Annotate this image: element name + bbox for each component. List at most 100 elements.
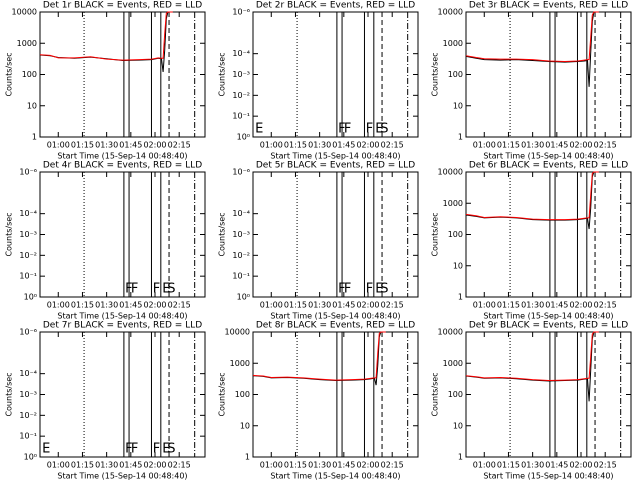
- x-tick-label: 01:15: [284, 461, 307, 470]
- y-tick-label: 10⁻¹: [19, 432, 37, 441]
- y-axis-label: Counts/sec: [218, 212, 227, 256]
- y-tick-label: 10⁻¹: [232, 112, 250, 121]
- annotation: S: [380, 282, 388, 297]
- annotation: E: [162, 442, 170, 457]
- x-tick-label: 01:30: [308, 461, 331, 470]
- chart-title: Det 1r BLACK = Events, RED = LLD: [43, 1, 202, 11]
- y-axis-label: Counts/sec: [431, 372, 440, 416]
- plot-frame: [39, 331, 206, 458]
- x-tick-label: 02:00: [356, 141, 379, 150]
- annotation: S: [167, 282, 175, 297]
- x-tick-label: 02:15: [381, 461, 404, 470]
- annotation: F: [338, 122, 345, 137]
- y-tick-label: 10: [27, 101, 37, 110]
- y-tick-label: 10⁻²: [19, 251, 37, 260]
- y-axis-label: Counts/sec: [218, 372, 227, 416]
- x-axis-label: Start Time (15-Sep-14 00:48:40): [270, 152, 400, 161]
- y-tick-label: 1000: [17, 39, 37, 48]
- y-tick-label: 1: [245, 453, 250, 462]
- x-axis-label: Start Time (15-Sep-14 00:48:40): [270, 472, 400, 480]
- x-axis-label: Start Time (15-Sep-14 00:48:40): [483, 472, 613, 480]
- series-line: [465, 171, 599, 230]
- plot-frame: [465, 331, 632, 458]
- annotation: F: [366, 122, 373, 137]
- x-tick-label: 02:15: [594, 461, 617, 470]
- y-tick-label: 10⁻⁶: [19, 168, 37, 177]
- series-line: [39, 11, 173, 61]
- x-tick-label: 01:45: [332, 141, 355, 150]
- plot-frame: [252, 331, 419, 458]
- y-tick-label: 100: [448, 70, 463, 79]
- x-tick-label: 02:15: [381, 301, 404, 310]
- y-axis-label: Counts/sec: [218, 52, 227, 96]
- x-axis-label: Start Time (15-Sep-14 00:48:40): [483, 312, 613, 321]
- series-line: [465, 171, 599, 221]
- chart-title: Det 5r BLACK = Events, RED = LLD: [256, 161, 415, 171]
- y-tick-label: 100: [448, 390, 463, 399]
- x-tick-label: 01:00: [260, 141, 283, 150]
- y-tick-label: 10⁰: [24, 453, 37, 462]
- x-axis-label: Start Time (15-Sep-14 00:48:40): [270, 312, 400, 321]
- y-tick-label: 1000: [230, 359, 250, 368]
- x-tick-label: 01:15: [497, 141, 520, 150]
- y-tick-label: 10⁻¹: [19, 272, 37, 281]
- y-axis-label: Counts/sec: [431, 212, 440, 256]
- y-tick-label: 10: [453, 261, 463, 270]
- plot-frame: [39, 171, 206, 298]
- y-tick-label: 10⁰: [24, 293, 37, 302]
- annotation: F: [153, 282, 160, 297]
- y-tick-label: 100: [235, 390, 250, 399]
- series-line: [39, 11, 173, 73]
- annotation: F: [125, 442, 132, 457]
- x-tick-label: 01:45: [545, 301, 568, 310]
- x-tick-label: 02:00: [569, 141, 592, 150]
- annotation: F: [366, 282, 373, 297]
- x-tick-label: 01:00: [473, 301, 496, 310]
- x-tick-label: 01:45: [119, 301, 142, 310]
- series-line: [465, 11, 599, 87]
- y-tick-label: 100: [22, 70, 37, 79]
- y-tick-label: 1: [458, 133, 463, 142]
- x-tick-label: 01:30: [521, 461, 544, 470]
- y-axis-label: Counts/sec: [5, 52, 14, 96]
- annotation: F: [344, 282, 351, 297]
- y-tick-label: 1000: [443, 359, 463, 368]
- y-axis-label: Counts/sec: [5, 212, 14, 256]
- x-tick-label: 01:15: [71, 141, 94, 150]
- y-tick-label: 10: [240, 421, 250, 430]
- plot-frame: [252, 171, 419, 298]
- y-tick-label: 10⁻³: [19, 230, 37, 239]
- y-tick-label: 10⁻²: [232, 91, 250, 100]
- x-tick-label: 02:00: [569, 461, 592, 470]
- x-tick-label: 02:15: [168, 141, 191, 150]
- annotation: E: [255, 122, 263, 137]
- annotation: F: [338, 282, 345, 297]
- x-tick-label: 01:30: [95, 301, 118, 310]
- annotation: F: [131, 282, 138, 297]
- annotation: E: [162, 282, 170, 297]
- annotation: S: [167, 442, 175, 457]
- annotation: E: [42, 442, 50, 457]
- chart-title: Det 9r BLACK = Events, RED = LLD: [469, 321, 628, 331]
- y-tick-label: 1: [458, 293, 463, 302]
- series-line: [465, 331, 599, 382]
- annotation: F: [153, 442, 160, 457]
- x-tick-label: 02:00: [356, 461, 379, 470]
- y-tick-label: 10000: [12, 8, 37, 17]
- y-tick-label: 1000: [443, 39, 463, 48]
- y-tick-label: 10⁻¹: [232, 272, 250, 281]
- x-tick-label: 01:00: [260, 301, 283, 310]
- y-tick-label: 10000: [438, 8, 463, 17]
- annotation: F: [131, 442, 138, 457]
- x-tick-label: 02:00: [143, 461, 166, 470]
- x-tick-label: 01:45: [332, 301, 355, 310]
- annotation: E: [375, 122, 383, 137]
- x-tick-label: 02:15: [381, 141, 404, 150]
- x-tick-label: 01:00: [47, 461, 70, 470]
- plot-frame: [465, 11, 632, 138]
- x-tick-label: 01:30: [521, 141, 544, 150]
- x-tick-label: 01:00: [473, 461, 496, 470]
- x-tick-label: 02:15: [594, 301, 617, 310]
- y-tick-label: 10⁰: [237, 293, 250, 302]
- series-line: [465, 11, 599, 63]
